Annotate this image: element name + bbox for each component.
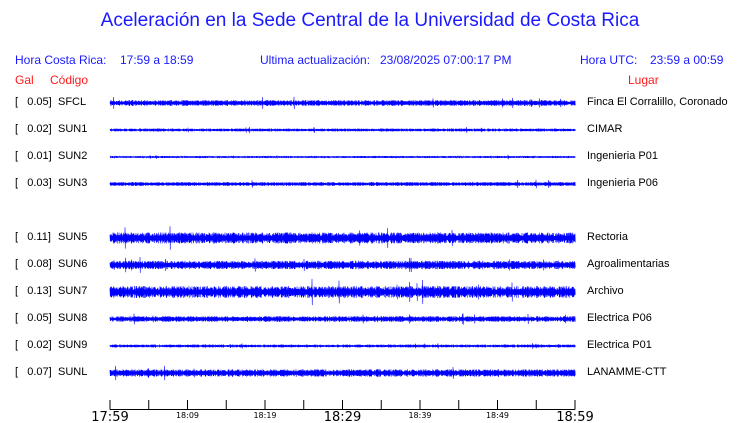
station-place: Rectoria bbox=[587, 231, 628, 243]
trace-sun3 bbox=[109, 179, 576, 189]
time-tick-label: 18:09 bbox=[176, 411, 199, 420]
station-place: CIMAR bbox=[587, 123, 623, 135]
time-tick-label: 18:49 bbox=[486, 411, 509, 420]
station-place: Ingenieria P06 bbox=[587, 177, 658, 189]
trace-sun7 bbox=[109, 278, 576, 306]
station-code: SUN9 bbox=[58, 339, 88, 351]
station-code: SUN6 bbox=[58, 258, 88, 270]
station-code: SUN5 bbox=[58, 231, 88, 243]
trace-sun6 bbox=[109, 257, 576, 273]
station-code: SUN3 bbox=[58, 177, 88, 189]
station-place: Ingenieria P01 bbox=[587, 150, 658, 162]
station-place: Agroalimentarias bbox=[587, 258, 670, 270]
trace-sun5 bbox=[109, 226, 576, 250]
station-gal: [ 0.02] bbox=[15, 339, 52, 351]
station-gal: [ 0.13] bbox=[15, 285, 52, 297]
trace-sun8 bbox=[109, 313, 576, 325]
station-code: SFCL bbox=[58, 96, 87, 108]
trace-sun1 bbox=[109, 126, 576, 134]
gal-column-header: Gal bbox=[15, 73, 34, 87]
update-value: 23/08/2025 07:00:17 PM bbox=[380, 53, 512, 67]
station-gal: [ 0.05] bbox=[15, 96, 52, 108]
station-place: Electrica P01 bbox=[587, 339, 652, 351]
local-time-range: 17:59 a 18:59 bbox=[120, 53, 194, 67]
station-gal: [ 0.08] bbox=[15, 258, 52, 270]
time-tick-label: 18:29 bbox=[324, 410, 361, 423]
station-gal: [ 0.07] bbox=[15, 366, 52, 378]
time-tick-label: 18:39 bbox=[408, 411, 431, 420]
station-gal: [ 0.11] bbox=[15, 231, 51, 243]
utc-range: 23:59 a 00:59 bbox=[650, 53, 724, 67]
station-place: LANAMME-CTT bbox=[587, 366, 667, 378]
trace-sun2 bbox=[109, 154, 576, 160]
station-place: Finca El Corralillo, Coronado bbox=[587, 96, 728, 108]
station-gal: [ 0.03] bbox=[15, 177, 52, 189]
station-code: SUNL bbox=[58, 366, 88, 378]
station-place: Archivo bbox=[587, 285, 624, 297]
trace-sfcl bbox=[109, 96, 576, 110]
trace-sun9 bbox=[109, 343, 576, 349]
station-gal: [ 0.05] bbox=[15, 312, 52, 324]
utc-label: Hora UTC: bbox=[580, 53, 638, 67]
trace-sunl bbox=[109, 365, 576, 381]
local-time-label: Hora Costa Rica: bbox=[15, 53, 107, 67]
station-gal: [ 0.01] bbox=[15, 150, 52, 162]
station-code: SUN2 bbox=[58, 150, 88, 162]
time-tick-label: 17:59 bbox=[91, 410, 128, 423]
station-code: SUN7 bbox=[58, 285, 88, 297]
station-gal: [ 0.02] bbox=[15, 123, 52, 135]
time-tick-label: 18:19 bbox=[253, 411, 276, 420]
station-code: SUN8 bbox=[58, 312, 88, 324]
station-place: Electrica P06 bbox=[587, 312, 652, 324]
time-tick-label: 18:59 bbox=[556, 410, 593, 423]
place-column-header: Lugar bbox=[628, 73, 659, 87]
station-code: SUN1 bbox=[58, 123, 88, 135]
code-column-header: Código bbox=[50, 73, 89, 87]
update-label: Ultima actualización: bbox=[260, 53, 371, 67]
page-title: Aceleración en la Sede Central de la Uni… bbox=[100, 10, 640, 31]
